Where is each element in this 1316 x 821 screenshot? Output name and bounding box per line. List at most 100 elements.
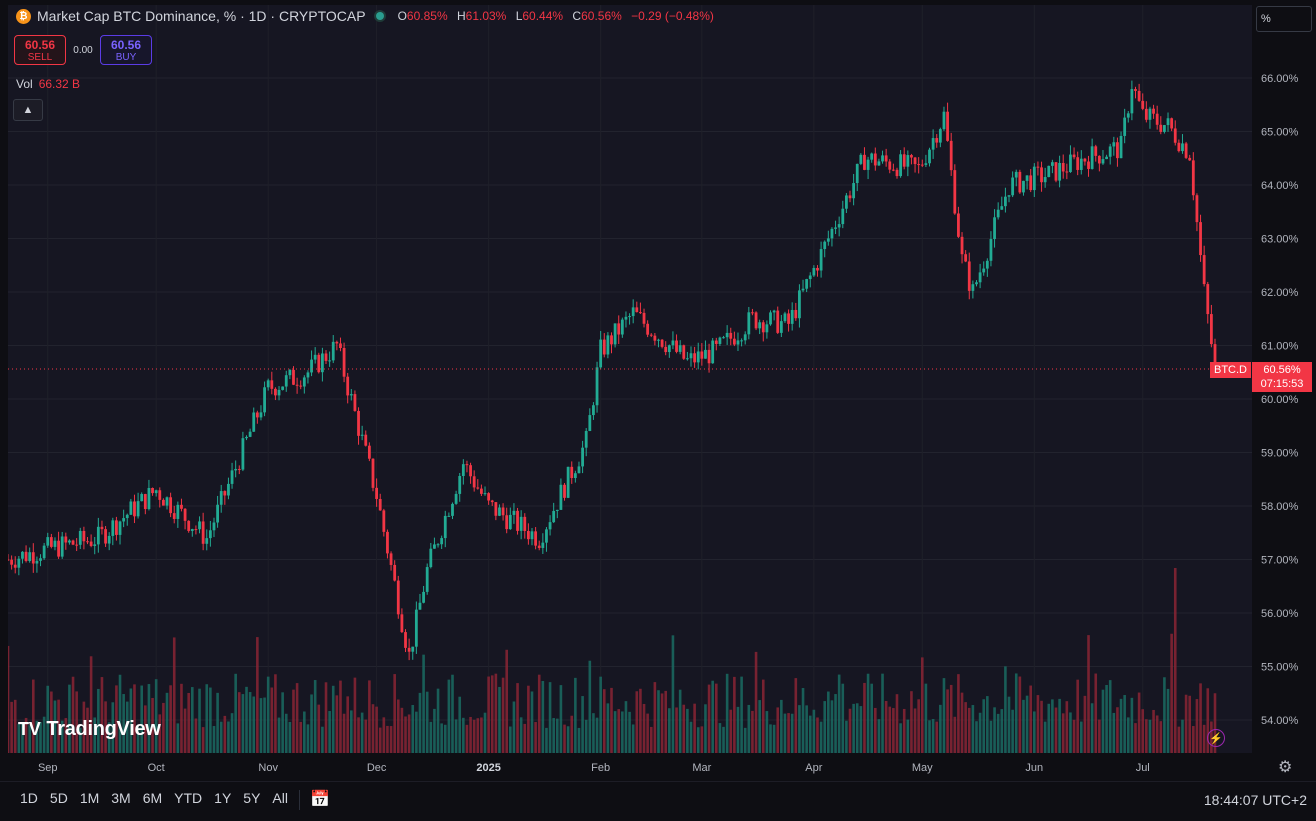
range-button-all[interactable]: All: [272, 790, 288, 806]
range-button-ytd[interactable]: YTD: [174, 790, 203, 806]
volume-bar: [151, 697, 154, 753]
candle-body: [78, 530, 82, 545]
volume-bar: [400, 707, 404, 753]
candle-body: [288, 369, 292, 376]
candle-body: [1069, 154, 1072, 173]
volume-bar: [917, 699, 920, 753]
candle-body: [461, 464, 465, 477]
range-button-5y[interactable]: 5Y: [243, 790, 261, 806]
candle-body: [812, 267, 816, 276]
range-button-1d[interactable]: 1D: [20, 790, 38, 806]
lightning-icon[interactable]: ⚡: [1207, 729, 1225, 747]
volume-legend[interactable]: Vol 66.32 B: [16, 77, 80, 91]
volume-bar: [1199, 683, 1202, 753]
scale-unit-select[interactable]: %: [1256, 6, 1312, 32]
candle-body: [899, 154, 903, 177]
candle-body: [24, 551, 28, 562]
candle-body: [707, 349, 711, 364]
bitcoin-icon: ₿: [16, 8, 31, 24]
candle-body: [451, 503, 454, 516]
candle-body: [1054, 162, 1058, 181]
calendar-goto-icon[interactable]: 📅: [310, 791, 330, 808]
range-button-3m[interactable]: 3M: [111, 790, 131, 806]
price-tick-label: 54.00%: [1261, 715, 1299, 727]
candle-body: [1047, 165, 1051, 178]
candle-body: [400, 614, 404, 633]
volume-bar: [935, 721, 939, 753]
volume-bar: [827, 691, 830, 753]
volume-bar: [1069, 712, 1072, 753]
symbol-title[interactable]: Market Cap BTC Dominance, % · 1D · CRYPT…: [37, 8, 366, 24]
candle-body: [559, 484, 563, 510]
volume-bar: [494, 673, 498, 753]
volume-bar: [1018, 676, 1022, 753]
candle-body: [769, 312, 772, 325]
volume-bar: [1206, 688, 1210, 753]
volume-bar: [147, 684, 151, 753]
volume-bar: [1043, 721, 1047, 753]
timezone-clock[interactable]: 18:44:07 UTC+2: [1203, 792, 1307, 808]
volume-bar: [331, 685, 335, 753]
candle-body: [480, 488, 483, 494]
chart-pane[interactable]: [6, 5, 1252, 753]
candle-body: [1105, 156, 1108, 160]
time-axis[interactable]: Sep Oct Nov Dec 2025 Feb Mar Apr May Jun Jul: [8, 753, 1252, 781]
candle-body: [852, 183, 856, 199]
candle-body: [180, 504, 183, 509]
volume-bar: [407, 714, 411, 753]
buy-button[interactable]: 60.56 BUY: [100, 35, 152, 65]
volume-bar: [281, 692, 284, 753]
settings-gear-icon[interactable]: ⚙: [1278, 759, 1293, 776]
candle-body: [389, 553, 393, 565]
candle-body: [548, 522, 552, 530]
volume-bar: [1202, 724, 1206, 753]
time-tick-label: Sep: [38, 762, 58, 774]
candle-body: [1072, 154, 1076, 158]
candle-body: [725, 332, 729, 338]
range-button-1y[interactable]: 1Y: [214, 790, 232, 806]
candle-body: [834, 227, 837, 229]
collapse-legend-button[interactable]: ▲: [13, 99, 43, 121]
range-button-6m[interactable]: 6M: [142, 790, 163, 806]
volume-bar: [100, 677, 104, 753]
price-chart[interactable]: [6, 5, 1252, 753]
volume-bar: [772, 724, 776, 753]
volume-bar: [1029, 685, 1032, 753]
volume-bar: [248, 692, 252, 753]
volume-bar: [176, 723, 180, 753]
candle-body: [1123, 117, 1127, 136]
volume-bar: [122, 694, 125, 753]
candle-body: [6, 559, 10, 561]
sell-button[interactable]: 60.56 SELL: [14, 35, 66, 65]
candle-body: [718, 337, 722, 344]
volume-bar: [682, 704, 686, 753]
volume-bar: [602, 689, 606, 753]
volume-bar: [277, 717, 281, 753]
range-button-1m[interactable]: 1M: [79, 790, 100, 806]
symbol-price-tag: BTC.D: [1210, 362, 1251, 378]
range-button-5d[interactable]: 5D: [49, 790, 68, 806]
candle-body: [808, 275, 812, 280]
volume-bar: [97, 688, 100, 753]
volume-bar: [639, 688, 642, 753]
candle-body: [353, 394, 357, 411]
time-tick-label: Oct: [148, 762, 165, 774]
volume-bar: [769, 724, 772, 753]
candle-body: [198, 521, 201, 530]
volume-bar: [364, 719, 368, 753]
volume-bar: [411, 704, 415, 753]
candle-body: [964, 254, 968, 262]
volume-bar: [346, 696, 349, 753]
volume-bar: [82, 701, 86, 753]
candle-body: [1000, 206, 1004, 210]
volume-bar: [425, 691, 429, 753]
volume-bar: [13, 699, 17, 753]
candle-body: [324, 353, 328, 361]
candle-body: [678, 345, 682, 352]
volume-bar: [6, 645, 10, 753]
tradingview-logo[interactable]: TV TradingView: [18, 718, 161, 740]
volume-bar: [53, 700, 57, 753]
candle-body: [592, 405, 595, 416]
volume-bar: [422, 654, 425, 753]
candle-body: [443, 515, 447, 539]
